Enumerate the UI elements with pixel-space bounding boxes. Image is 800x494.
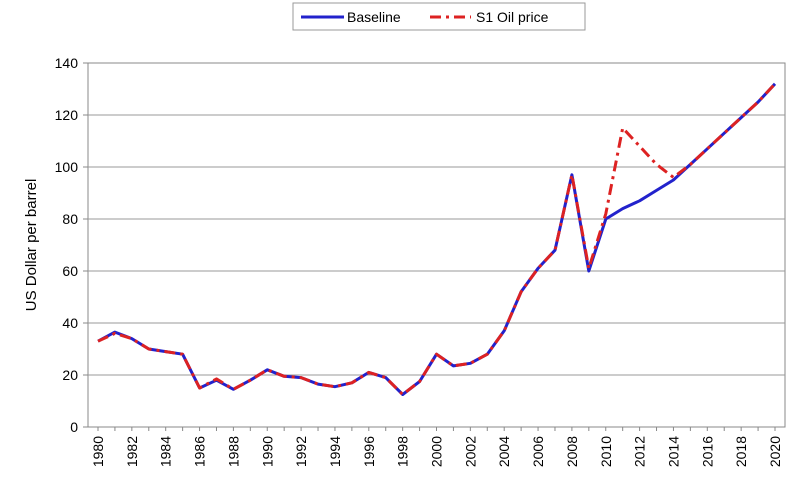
y-tick-label: 0 [70,419,78,435]
x-tick-label: 2012 [632,436,648,467]
x-tick-label: 1998 [395,436,411,467]
x-tick-label: 1980 [90,436,106,467]
y-tick-label: 20 [62,367,78,383]
x-tick-label: 2006 [530,436,546,467]
y-tick-label: 100 [55,159,79,175]
x-tick-label: 1994 [327,436,343,467]
series-lines [97,82,777,396]
series-line-s1-oil-price [97,82,777,396]
gridlines [88,114,785,376]
legend-label-s1: S1 Oil price [476,9,549,25]
y-tick-label: 140 [55,55,79,71]
x-tick-label: 1990 [259,436,275,467]
y-tick-label: 60 [62,263,78,279]
x-tick-label: 2014 [665,436,681,467]
x-tick-label: 2018 [733,436,749,467]
x-tick-label: 1984 [158,436,174,467]
x-tick-label: 2008 [564,436,580,467]
y-tick-label: 120 [55,107,79,123]
y-axis-ticks: 0 20 40 60 80 100 120 140 [55,55,88,435]
x-tick-label: 2020 [767,436,783,467]
legend-label-baseline: Baseline [347,9,401,25]
x-tick-label: 1996 [361,436,377,467]
series-line-baseline [97,82,777,396]
x-tick-label: 2004 [496,436,512,467]
x-axis-ticks: 1980 1982 1984 1986 1988 1990 1992 1994 1996 1998… [90,427,783,467]
x-tick-label: 1982 [124,436,140,467]
y-tick-label: 40 [62,315,78,331]
legend: Baseline S1 Oil price [292,2,586,31]
x-tick-label: 2002 [462,436,478,467]
x-tick-label: 1992 [293,436,309,467]
x-tick-label: 2000 [429,436,445,467]
y-tick-label: 80 [62,211,78,227]
x-tick-label: 1988 [225,436,241,467]
x-tick-label: 2016 [699,436,715,467]
x-tick-label: 1986 [192,436,208,467]
y-axis-label: US Dollar per barrel [23,179,40,312]
x-tick-label: 2010 [598,436,614,467]
